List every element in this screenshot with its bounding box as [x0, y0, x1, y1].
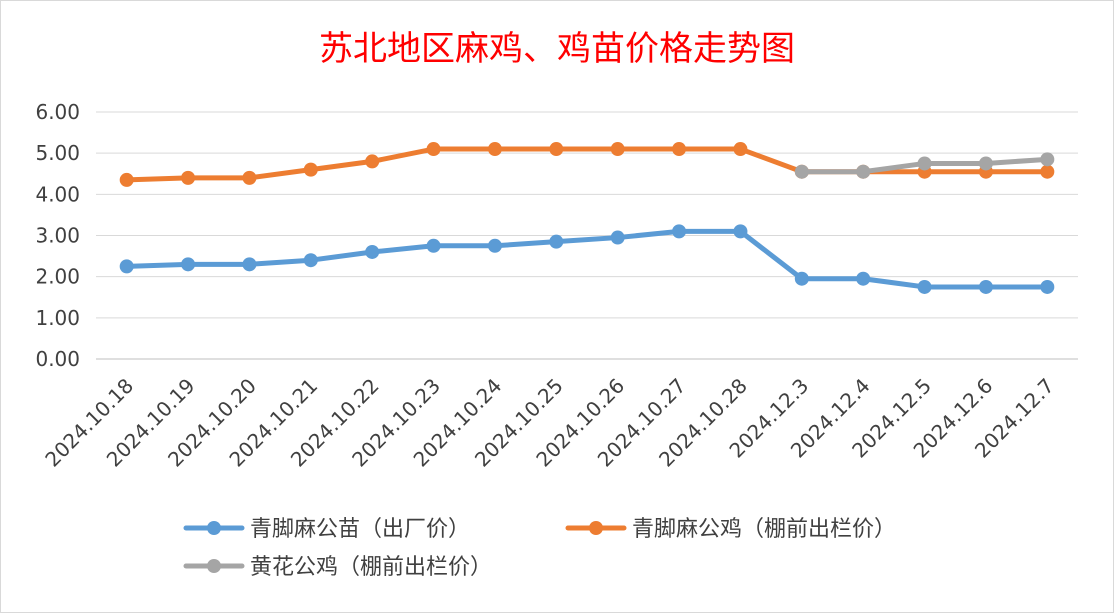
- data-point: [426, 142, 441, 157]
- y-tick-label: 0.00: [35, 347, 80, 371]
- y-tick-label: 1.00: [35, 306, 80, 330]
- legend-item: 青脚麻公鸡（棚前出栏价）: [565, 517, 896, 542]
- legend: 青脚麻公苗（出厂价） 青脚麻公鸡（棚前出栏价） 黄花公鸡（棚前出栏价）: [183, 517, 896, 580]
- data-point: [119, 172, 134, 187]
- legend-swatch-marker: [589, 521, 603, 535]
- data-point: [487, 142, 502, 157]
- series-line: [124, 228, 1050, 290]
- data-point: [794, 164, 809, 179]
- series-line: [124, 146, 1050, 183]
- data-point: [1040, 164, 1055, 179]
- data-point: [733, 142, 748, 157]
- legend-item: 黄花公鸡（棚前出栏价）: [183, 555, 492, 580]
- data-point: [917, 279, 932, 294]
- legend-item: 青脚麻公苗（出厂价）: [183, 517, 470, 542]
- data-point: [365, 154, 380, 169]
- data-point: [733, 224, 748, 239]
- y-tick-label: 3.00: [35, 224, 80, 248]
- y-tick-label: 4.00: [35, 182, 80, 206]
- data-point: [119, 259, 134, 274]
- chart-title: 苏北地区麻鸡、鸡苗价格走势图: [319, 29, 795, 69]
- legend-label: 青脚麻公苗（出厂价）: [250, 517, 470, 542]
- y-tick-label: 5.00: [35, 141, 80, 165]
- data-point: [181, 170, 196, 185]
- y-tick-label: 2.00: [35, 265, 80, 289]
- data-point: [978, 156, 993, 171]
- data-point: [242, 170, 257, 185]
- legend-swatch-marker: [207, 559, 221, 573]
- data-point: [917, 156, 932, 171]
- legend-label: 黄花公鸡（棚前出栏价）: [250, 555, 492, 580]
- legend-swatch-marker: [207, 521, 221, 535]
- series-lines: [119, 142, 1055, 294]
- data-point: [426, 238, 441, 253]
- data-point: [242, 257, 257, 272]
- data-point: [978, 279, 993, 294]
- data-point: [672, 224, 687, 239]
- data-point: [365, 244, 380, 259]
- data-point: [672, 142, 687, 157]
- series-3: [794, 152, 1055, 179]
- data-point: [856, 271, 871, 286]
- data-point: [610, 230, 625, 245]
- legend-label: 青脚麻公鸡（棚前出栏价）: [632, 517, 896, 542]
- data-point: [303, 253, 318, 268]
- series-1: [119, 224, 1055, 294]
- data-point: [1040, 279, 1055, 294]
- data-point: [794, 271, 809, 286]
- data-point: [181, 257, 196, 272]
- y-tick-label: 6.00: [35, 100, 80, 124]
- data-point: [303, 162, 318, 177]
- data-point: [487, 238, 502, 253]
- data-point: [549, 142, 564, 157]
- y-axis-ticks: 0.00 1.00 2.00 3.00 4.00 5.00 6.00: [35, 100, 80, 371]
- data-point: [610, 142, 625, 157]
- data-point: [1040, 152, 1055, 167]
- gridlines: [96, 111, 1078, 360]
- data-point: [856, 164, 871, 179]
- data-point: [549, 234, 564, 249]
